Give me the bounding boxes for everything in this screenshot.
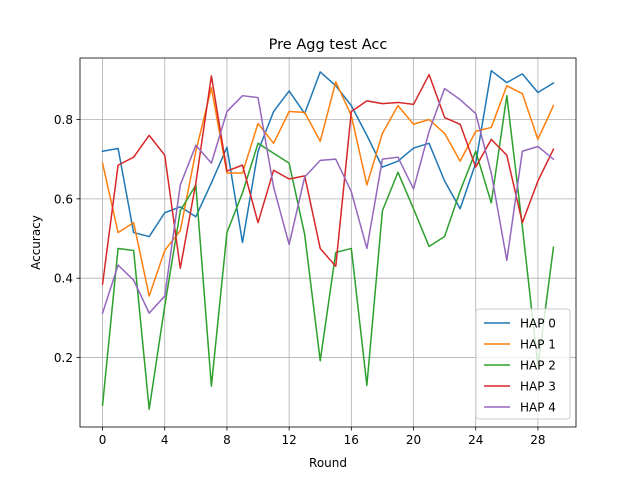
series-line-hap-3 [101,73,555,286]
x-tick-label: 24 [468,433,483,447]
y-tick-label: 0.4 [54,272,73,286]
x-tick-label: 28 [530,433,545,447]
legend-label: HAP 0 [520,317,556,331]
x-tick-label: 12 [281,433,296,447]
legend-label: HAP 3 [520,380,556,394]
series-line-hap-2 [101,94,555,410]
grid [80,58,576,427]
legend-label: HAP 4 [520,401,556,415]
y-tick-label: 0.8 [54,113,73,127]
y-axis: 0.2 0.4 0.6 0.8 [54,113,80,365]
legend-label: HAP 1 [520,338,556,352]
legend: HAP 0 HAP 1 HAP 2 HAP 3 HAP 4 [475,308,571,420]
x-tick-label: 16 [344,433,359,447]
legend-box [475,308,571,420]
y-tick-label: 0.2 [54,351,73,365]
series-line-hap-4 [101,87,555,315]
y-axis-label: Accuracy [29,215,43,270]
series-line-hap-1 [101,81,555,297]
plot-frame [79,57,577,428]
legend-label: HAP 2 [520,359,556,373]
y-tick-label: 0.6 [54,192,73,206]
x-tick-label: 0 [99,433,107,447]
x-tick-label: 8 [223,433,231,447]
x-axis-label: Round [309,456,347,470]
x-axis: 0 4 8 12 16 20 24 28 [99,427,546,447]
x-tick-label: 20 [406,433,421,447]
series-lines [101,69,555,410]
x-tick-label: 4 [161,433,169,447]
chart-title: Pre Agg test Acc [269,37,388,53]
